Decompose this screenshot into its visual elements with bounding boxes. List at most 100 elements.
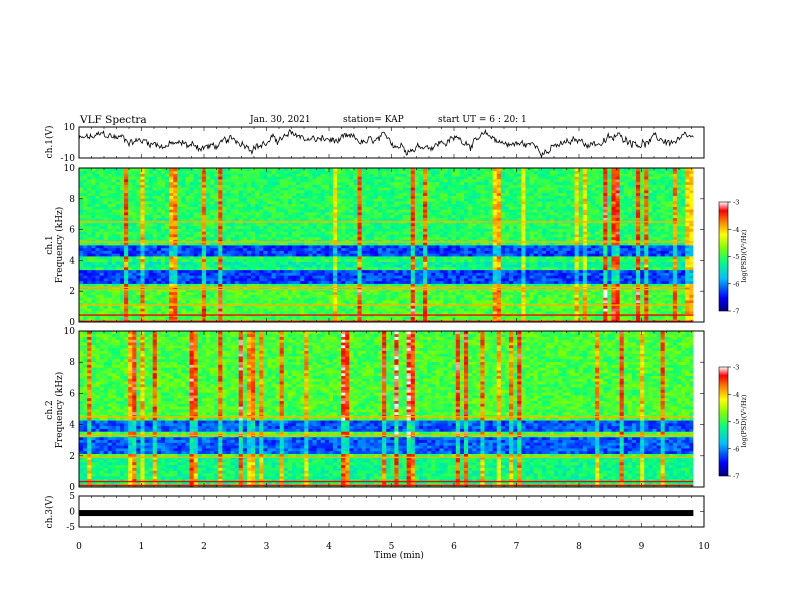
ch1-spec-cell bbox=[480, 297, 485, 301]
ch1-spec-cell bbox=[353, 305, 358, 309]
ch1-spec-cell bbox=[652, 256, 657, 260]
ch1-spec-cell bbox=[365, 245, 371, 249]
ch1-spec-cell bbox=[361, 300, 367, 304]
ch1-spec-cell bbox=[521, 283, 526, 287]
ch1-spec-cell bbox=[611, 253, 616, 257]
ch1-spec-cell bbox=[353, 245, 358, 249]
ch1-spec-cell bbox=[562, 316, 567, 320]
ch1-spec-cell bbox=[341, 236, 346, 240]
ch1-spec-cell bbox=[631, 278, 637, 282]
ch1-spec-cell bbox=[418, 294, 424, 298]
ch1-spec-cell bbox=[570, 316, 575, 320]
ch1-spec-cell bbox=[312, 291, 317, 295]
ch1-spec-cell bbox=[83, 258, 88, 262]
ch1-spec-cell bbox=[341, 283, 346, 287]
ch1-spec-cell bbox=[337, 316, 342, 320]
ch1-spec-cell bbox=[345, 316, 350, 320]
ch1-spec-cell bbox=[496, 234, 502, 238]
ch1-spec-cell bbox=[476, 275, 481, 279]
ch1-spec-cell bbox=[689, 311, 694, 315]
ch1-spec-cell bbox=[210, 236, 215, 240]
ch1-spec-cell bbox=[644, 283, 649, 287]
ch1-spec-cell bbox=[210, 247, 215, 251]
ch1-spec-cell bbox=[668, 256, 674, 260]
ch1-spec-cell bbox=[451, 283, 457, 287]
ch1-spec-cell bbox=[668, 283, 674, 287]
ch1-spec-cell bbox=[181, 247, 186, 251]
ch1-spec-cell bbox=[464, 300, 469, 304]
ch1-spec-cell bbox=[95, 316, 100, 320]
ch1-spec-cell bbox=[148, 278, 154, 282]
ch1-spec-cell bbox=[259, 289, 264, 293]
ch1-spec-cell bbox=[656, 280, 662, 284]
ch1-spec-cell bbox=[427, 261, 432, 265]
ch1-spec-cell bbox=[459, 258, 465, 262]
ch1-spec-cell bbox=[107, 278, 113, 282]
ch1-spec-cell bbox=[173, 264, 178, 268]
ch1-spec-cell bbox=[214, 302, 219, 306]
ch1-spec-cell bbox=[386, 316, 391, 320]
ch1-spec-cell bbox=[615, 267, 621, 271]
ch1-spec-cell bbox=[472, 242, 477, 246]
ch1-spec-cell bbox=[443, 239, 449, 243]
ch1-spec-cell bbox=[95, 264, 100, 268]
ch1-spec-cell bbox=[586, 245, 592, 249]
ch1-spec-cell bbox=[578, 239, 584, 243]
ch1-spec-cell bbox=[169, 245, 174, 249]
ch1-spec-cell bbox=[369, 269, 375, 273]
ch1-spec-cell bbox=[193, 278, 199, 282]
ch1-spec-cell bbox=[660, 256, 666, 260]
ch1-spec-cell bbox=[619, 247, 625, 251]
ch1-spec-cell bbox=[636, 272, 641, 276]
ch1-spec-cell bbox=[439, 278, 444, 282]
ch1-spec-cell bbox=[464, 256, 469, 260]
ch1-spec-cell bbox=[681, 275, 686, 279]
ch1-spec-cell bbox=[156, 269, 162, 273]
ch1-spec-cell bbox=[529, 289, 535, 293]
ch1-spec-cell bbox=[443, 300, 449, 304]
ch1-spec-cell bbox=[398, 236, 403, 240]
ch1-spec-cell bbox=[136, 308, 141, 312]
ch1-spec-cell bbox=[251, 294, 256, 298]
ch1-spec-cell bbox=[554, 264, 559, 268]
ch1-spec-cell bbox=[332, 258, 338, 262]
ch1-spec-cell bbox=[443, 316, 449, 320]
ch1-spec-cell bbox=[324, 258, 330, 262]
ch1-spec-cell bbox=[541, 272, 547, 276]
ch1-spec-cell bbox=[496, 264, 502, 268]
ch1-spec-cell bbox=[550, 297, 555, 301]
ch1-spec-cell bbox=[464, 289, 469, 293]
ch1-spec-cell bbox=[492, 272, 498, 276]
ch1-spec-cell bbox=[349, 236, 354, 240]
ch1-spec-cell bbox=[91, 264, 96, 268]
ch1-spec-cell bbox=[332, 247, 338, 251]
ch1-spec-cell bbox=[484, 239, 489, 243]
ch1-spec-cell bbox=[656, 247, 662, 251]
ch1-spec-cell bbox=[373, 253, 379, 257]
ch1-spec-cell bbox=[234, 311, 240, 315]
ch1-spec-cell bbox=[529, 302, 535, 306]
ch1-spec-cell bbox=[496, 242, 502, 246]
ch1-spec-cell bbox=[267, 302, 272, 306]
ch1-spec-cell bbox=[275, 291, 281, 295]
ch1-spec-cell bbox=[468, 253, 473, 257]
ch1-spec-cell bbox=[595, 308, 600, 312]
ch1-spec-cell bbox=[578, 316, 584, 320]
ch1-spec-cell bbox=[115, 283, 121, 287]
ch1-spec-cell bbox=[230, 253, 236, 257]
ch1-spec-cell bbox=[218, 300, 223, 304]
ch1-spec-cell bbox=[537, 308, 543, 312]
ch1-spec-cell bbox=[476, 308, 481, 312]
ch1-spec-cell bbox=[443, 311, 449, 315]
ch1-spec-cell bbox=[529, 311, 535, 315]
ch1-spec-cell bbox=[345, 245, 350, 249]
ch1-spec-cell bbox=[177, 294, 182, 298]
ch1-spec-cell bbox=[681, 247, 686, 251]
ch1-spec-cell bbox=[267, 291, 272, 295]
ch1-spec-cell bbox=[201, 275, 207, 279]
ch1-spec-cell bbox=[312, 289, 317, 293]
ch1-spec-cell bbox=[685, 291, 690, 295]
ch1-spec-cell bbox=[418, 308, 424, 312]
ch1-spec-cell bbox=[582, 278, 588, 282]
ch1-spec-cell bbox=[451, 267, 457, 271]
